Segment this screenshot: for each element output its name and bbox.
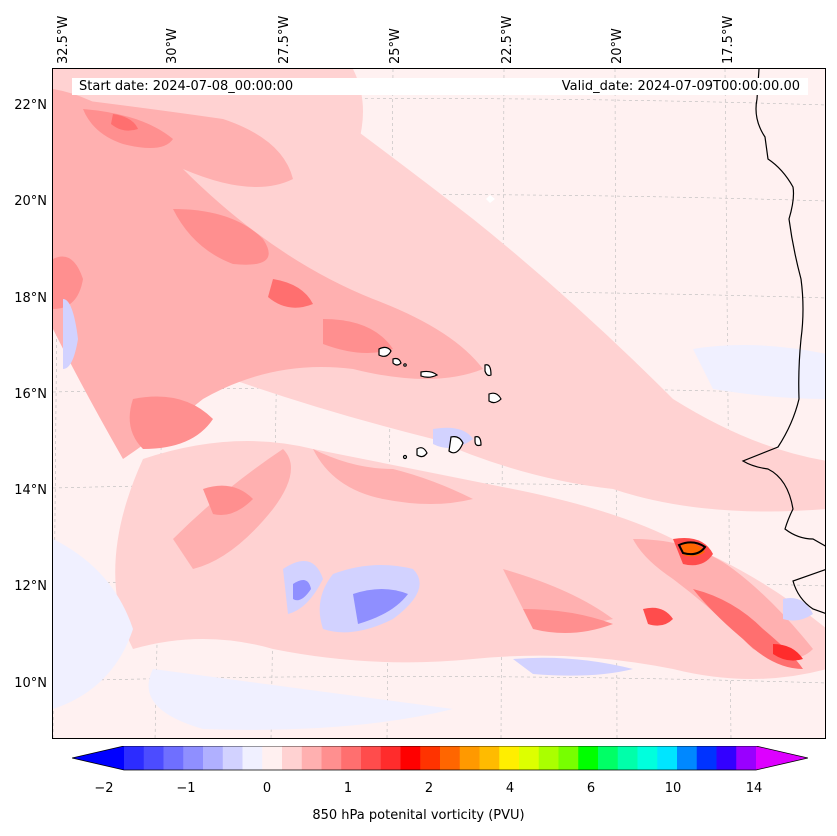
colorbar-cell xyxy=(736,746,757,770)
pv-streak xyxy=(111,114,138,131)
pv-se-streak xyxy=(633,539,813,659)
colorbar-cell xyxy=(143,746,164,770)
lon-label: 25°W xyxy=(388,28,403,64)
colorbar-extend-min xyxy=(72,746,124,770)
lon-label: 20°W xyxy=(610,28,625,64)
colorbar-cell xyxy=(598,746,619,770)
colorbar-tick: 6 xyxy=(586,781,596,796)
colorbar-cell xyxy=(617,746,638,770)
colorbar-tick: 14 xyxy=(745,781,763,796)
valid-date-label: Valid_date: 2024-07-09T00:00:00.00 xyxy=(561,79,800,94)
lon-label: 22.5°W xyxy=(500,15,515,64)
pv-negative xyxy=(513,657,633,676)
pv-se-streak xyxy=(643,607,673,626)
date-banner xyxy=(72,78,808,95)
colorbar-cell xyxy=(657,746,678,770)
colorbar-cell xyxy=(242,746,263,770)
colorbar-cell xyxy=(696,746,717,770)
colorbar-cell xyxy=(677,746,698,770)
colorbar-cell xyxy=(301,746,322,770)
pv-streak xyxy=(323,319,393,353)
colorbar-cell xyxy=(400,746,421,770)
pv-map xyxy=(53,69,825,738)
colorbar-tick: 0 xyxy=(262,781,272,796)
colorbar-tick: 1 xyxy=(343,781,353,796)
coastline xyxy=(741,69,825,547)
colorbar-cell xyxy=(361,746,382,770)
colorbar-tick: 2 xyxy=(424,781,434,796)
pv-negative xyxy=(148,669,454,730)
pv-negative xyxy=(293,580,311,601)
lon-label: 17.5°W xyxy=(721,15,736,64)
pv-south-streak xyxy=(503,569,613,623)
colorbar-cell xyxy=(163,746,184,770)
colorbar-cell xyxy=(380,746,401,770)
colorbar-title: 850 hPa potenital vorticity (PVU) xyxy=(312,808,525,823)
pv-se-streak xyxy=(773,644,803,661)
colorbar-tick: −1 xyxy=(176,781,196,796)
colorbar-cell xyxy=(124,746,145,770)
lat-label: 12°N xyxy=(14,579,47,594)
colorbar-cell xyxy=(440,746,461,770)
colorbar xyxy=(72,746,808,771)
pv-streak xyxy=(268,279,313,308)
colorbar-cell xyxy=(420,746,441,770)
lat-label: 22°N xyxy=(14,98,47,113)
coastline-south xyxy=(792,569,825,614)
pv-streak xyxy=(173,209,269,265)
colorbar-cell xyxy=(203,746,224,770)
pv-streak xyxy=(53,256,83,309)
colorbar-tick: −2 xyxy=(94,781,114,796)
lat-label: 10°N xyxy=(14,676,47,691)
colorbar-cell xyxy=(499,746,520,770)
pv-negative xyxy=(693,345,825,399)
gambia-outline xyxy=(677,541,707,556)
colorbar-outline xyxy=(72,746,808,771)
colorbar-cell xyxy=(519,746,540,770)
colorbar-extend-max xyxy=(756,746,808,770)
lon-label: 30°W xyxy=(165,28,180,64)
colorbar-cell xyxy=(479,746,500,770)
colorbar-tick: 4 xyxy=(505,781,515,796)
colorbar-cell xyxy=(222,746,243,770)
lat-label: 16°N xyxy=(14,387,47,402)
colorbar-cell xyxy=(341,746,362,770)
colorbar-cell xyxy=(183,746,204,770)
pv-south-streak xyxy=(203,485,253,515)
lon-label: 27.5°W xyxy=(277,15,292,64)
lat-label: 20°N xyxy=(14,194,47,209)
colorbar-tick: 10 xyxy=(664,781,682,796)
white-dot xyxy=(486,195,495,203)
pv-band-medium xyxy=(53,89,483,459)
pv-south-streak xyxy=(523,609,613,633)
colorbar-cell xyxy=(459,746,480,770)
pv-south-streak xyxy=(313,449,473,504)
pv-negative xyxy=(53,539,133,709)
colorbar-cell xyxy=(538,746,559,770)
start-date-label: Start date: 2024-07-08_00:00:00 xyxy=(79,79,294,94)
colorbar-cell xyxy=(716,746,737,770)
lat-label: 18°N xyxy=(14,291,47,306)
lon-label: 32.5°W xyxy=(56,15,71,64)
pv-negative xyxy=(783,598,813,621)
pv-negative xyxy=(63,299,78,369)
pv-streak xyxy=(129,396,213,449)
cape-verde-islands xyxy=(378,346,502,460)
colorbar-cell xyxy=(321,746,342,770)
colorbar-cell xyxy=(637,746,658,770)
colorbar-cell xyxy=(282,746,303,770)
colorbar-cell xyxy=(578,746,599,770)
colorbar-cell xyxy=(558,746,579,770)
map-panel[interactable] xyxy=(52,68,826,739)
lat-label: 14°N xyxy=(14,483,47,498)
colorbar-cell xyxy=(262,746,283,770)
pv-negative xyxy=(353,589,408,624)
